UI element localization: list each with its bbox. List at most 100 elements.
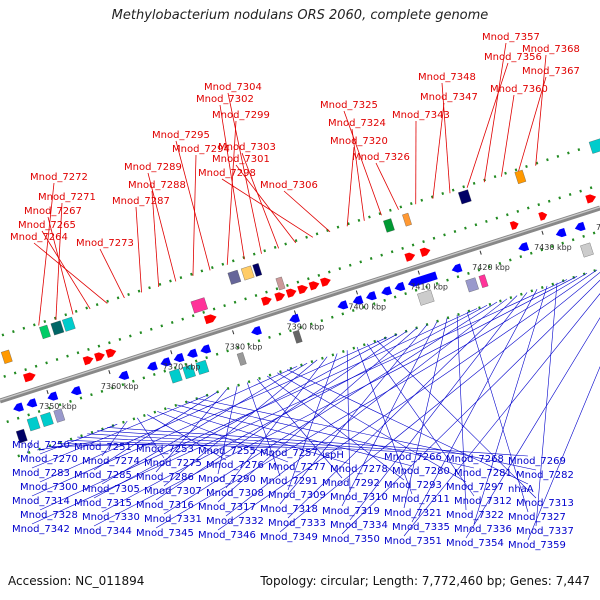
leader-line-bottom xyxy=(39,366,298,483)
leader-line-top xyxy=(375,162,399,210)
leader-line-bottom xyxy=(101,362,308,485)
accession-text: Accession: NC_011894 xyxy=(8,574,145,588)
diagram-title: Methylobacterium nodulans ORS 2060, comp… xyxy=(111,8,489,23)
gene-label-top: Mnod_7303 xyxy=(218,142,276,153)
gene-label-bottom: Mnod_7333 xyxy=(268,518,326,529)
leader-line-bottom xyxy=(473,285,548,525)
gene-label-bottom: Mnod_7250 xyxy=(12,440,70,451)
feature-box xyxy=(417,289,435,306)
gene-label-bottom: Mnod_7310 xyxy=(330,492,388,503)
gene-label-bottom: Mnod_7314 xyxy=(12,496,70,507)
axis-tick-label: 7430 kbp xyxy=(534,243,572,252)
reverse-gene-arrow xyxy=(574,221,586,231)
axis-tick-label: 7350 kbp xyxy=(39,402,77,411)
reverse-gene-arrow xyxy=(518,242,530,252)
gene-label-top: Mnod_7288 xyxy=(128,180,186,191)
forward-gene-arrow xyxy=(82,356,94,366)
leader-line-top xyxy=(343,110,382,216)
feature-box xyxy=(588,138,600,154)
leader-line-top xyxy=(235,164,297,244)
gene-label-bottom: Mnod_7344 xyxy=(74,526,132,537)
axis-tick-label: 7380 kbp xyxy=(225,342,263,351)
forward-gene-arrow xyxy=(320,277,331,287)
leader-line-top xyxy=(41,230,91,310)
leader-line-top xyxy=(441,82,451,194)
gene-label-top: Mnod_7304 xyxy=(204,82,262,93)
gene-label-top: Mnod_7271 xyxy=(38,192,96,203)
leader-line-bottom xyxy=(456,314,467,511)
feature-box xyxy=(252,263,263,277)
gene-label-top: Mnod_7299 xyxy=(212,110,270,121)
leader-line-bottom xyxy=(527,366,600,541)
leader-line-top xyxy=(33,242,108,304)
gene-label-bottom: Mnod_7286 xyxy=(136,472,194,483)
leader-line-top xyxy=(47,216,74,315)
gene-label-bottom: Mnod_7283 xyxy=(12,468,70,479)
leader-line-bottom xyxy=(341,321,438,507)
gene-label-top: Mnod_7295 xyxy=(152,130,210,141)
leader-line-top xyxy=(351,128,365,221)
forward-gene-arrow xyxy=(23,372,36,383)
leader-line-top xyxy=(151,190,160,287)
forward-gene-arrow xyxy=(538,211,548,221)
leader-line-top xyxy=(135,206,142,293)
forward-gene-arrow xyxy=(404,252,416,262)
leader-line-bottom xyxy=(266,375,405,481)
gene-label-bottom: Mnod_7291 xyxy=(260,476,318,487)
axis-tick xyxy=(355,290,359,295)
leader-line-bottom xyxy=(47,443,157,448)
leader-line-bottom xyxy=(136,417,165,459)
gene-label-top: Mnod_7320 xyxy=(330,136,388,147)
leader-line-top xyxy=(241,152,280,249)
feature-box xyxy=(514,169,527,185)
reverse-gene-arrow xyxy=(70,386,82,396)
leader-line-bottom xyxy=(341,279,600,535)
leader-line-bottom xyxy=(225,298,508,517)
gene-label-bottom: Mnod_7312 xyxy=(454,496,512,507)
reverse-gene-arrow xyxy=(555,227,567,238)
leader-line-top xyxy=(483,42,507,183)
gene-label-bottom: Mnod_7322 xyxy=(446,510,504,521)
axis-tick-label: 7440 kbp xyxy=(596,223,600,232)
leader-line-bottom xyxy=(225,356,328,489)
reverse-gene-arrow xyxy=(47,391,59,401)
leader-line-bottom xyxy=(217,327,418,503)
gene-label-top: Mnod_7326 xyxy=(352,152,410,163)
leader-line-top xyxy=(221,178,314,238)
leader-line-bottom xyxy=(93,333,398,499)
gene-label-top: Mnod_7324 xyxy=(328,118,386,129)
leader-line-top xyxy=(432,102,445,199)
leader-line-bottom xyxy=(167,407,351,465)
leader-line-bottom xyxy=(31,279,568,525)
feature-box xyxy=(292,329,303,344)
gene-label-bottom: Mnod_7280 xyxy=(392,466,450,477)
track-dotted-line xyxy=(0,185,594,380)
reverse-gene-arrow xyxy=(147,361,158,371)
leader-line-top xyxy=(518,76,547,172)
reverse-gene-arrow xyxy=(118,370,130,380)
gene-label-bottom: Mnod_7274 xyxy=(82,456,140,467)
leader-line-top xyxy=(175,140,211,271)
leader-line-bottom xyxy=(67,439,281,449)
leader-line-bottom xyxy=(366,343,475,497)
gene-label-top: Mnod_7289 xyxy=(124,162,182,173)
genome-summary-text: Topology: circular; Length: 7,772,460 bp… xyxy=(260,574,590,588)
leader-line-bottom xyxy=(376,340,537,499)
gene-label-bottom: Mnod_7278 xyxy=(330,464,388,475)
gene-label-bottom: ispH xyxy=(322,450,344,461)
axis-tick xyxy=(170,350,173,355)
leader-line-bottom xyxy=(466,311,529,513)
feature-box xyxy=(53,408,66,423)
leader-line-top xyxy=(192,154,197,276)
gene-label-bottom: Mnod_7337 xyxy=(516,526,574,537)
leader-line-top xyxy=(501,94,515,177)
reverse-gene-arrow xyxy=(13,402,24,412)
reverse-gene-arrow xyxy=(381,286,393,296)
gene-label-top: Mnod_7273 xyxy=(76,238,134,249)
leader-line-bottom xyxy=(279,271,600,533)
leader-line-top xyxy=(99,248,125,299)
gene-label-bottom: Mnod_7359 xyxy=(508,540,566,551)
leader-line-bottom xyxy=(93,276,578,527)
leader-line-bottom xyxy=(101,304,488,513)
axis-tick-label: 7410 kbp xyxy=(410,283,448,292)
